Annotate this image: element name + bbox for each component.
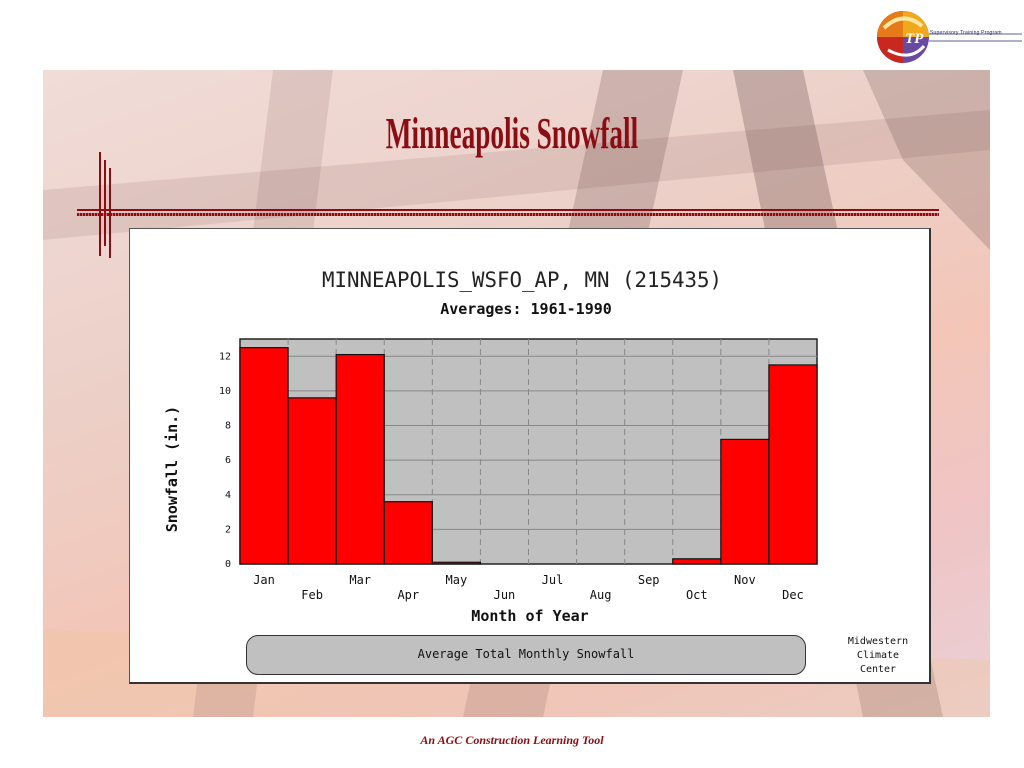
y-axis-ticks: 0 2 4 6 8 10 12 — [219, 351, 231, 570]
bar-mar — [335, 353, 385, 565]
credit-line-3: Center — [859, 664, 897, 675]
x-tick-label: Jul — [542, 573, 564, 587]
y-tick-label: 8 — [225, 421, 231, 432]
y-tick-label: 0 — [225, 559, 231, 570]
x-tick-label: Mar — [349, 573, 371, 587]
bar-dec — [768, 364, 818, 565]
vertical-rule-3 — [109, 168, 111, 258]
x-tick-label: Jan — [253, 573, 275, 587]
y-tick-label: 10 — [219, 386, 231, 397]
vertical-rule-2 — [104, 160, 106, 246]
bar-may — [431, 561, 482, 565]
bar-oct — [672, 558, 722, 565]
title-rule-bottom — [77, 213, 939, 216]
chart-caption: Average Total Monthly Snowfall — [417, 647, 635, 661]
y-tick-label: 4 — [225, 490, 231, 501]
x-tick-label: Nov — [734, 573, 756, 587]
vertical-rule-1 — [99, 152, 101, 256]
footer-tagline: An AGC Construction Learning Tool — [420, 733, 604, 747]
x-tick-label: May — [446, 573, 468, 587]
x-tick-label: Aug — [590, 588, 612, 602]
logo-text: Supervisory Training Program — [930, 30, 1002, 36]
chart-caption-box: Average Total Monthly Snowfall — [246, 635, 806, 675]
slide-title: Minneapolis Snowfall — [385, 109, 639, 158]
x-tick-label: Jun — [494, 588, 516, 602]
x-axis-label: Month of Year — [471, 607, 588, 625]
x-tick-label: Oct — [686, 588, 708, 602]
y-tick-label: 2 — [225, 524, 231, 535]
bar-nov — [720, 438, 770, 565]
credit-line-1: Midwestern — [847, 636, 909, 647]
x-tick-label: Dec — [782, 588, 804, 602]
bars — [239, 347, 818, 565]
credit-line-2: Climate — [856, 650, 900, 661]
x-tick-label: Feb — [301, 588, 323, 602]
chart-title: MINNEAPOLIS_WSFO_AP, MN (215435) — [322, 268, 722, 292]
bar-jan — [239, 347, 289, 565]
y-tick-label: 12 — [219, 351, 231, 362]
x-tick-label: Sep — [638, 573, 660, 587]
x-axis-ticks: Jan Feb Mar Apr May Jun Jul Aug Sep Oct Nov Dec — [253, 573, 804, 602]
x-tick-label: Apr — [397, 588, 419, 602]
title-rule-top — [77, 209, 939, 211]
y-axis-label: Snowfall (in.) — [163, 406, 181, 532]
y-tick-label: 6 — [225, 455, 231, 466]
bar-feb — [287, 397, 337, 565]
snowfall-chart: MINNEAPOLIS_WSFO_AP, MN (215435) Average… — [129, 228, 931, 684]
logo-letters: TP — [905, 31, 924, 47]
chart-subtitle: Averages: 1961-1990 — [440, 300, 612, 318]
bar-apr — [383, 501, 433, 565]
data-credit: Midwestern Climate Center — [832, 635, 924, 677]
stp-logo: TP — [874, 8, 1024, 66]
